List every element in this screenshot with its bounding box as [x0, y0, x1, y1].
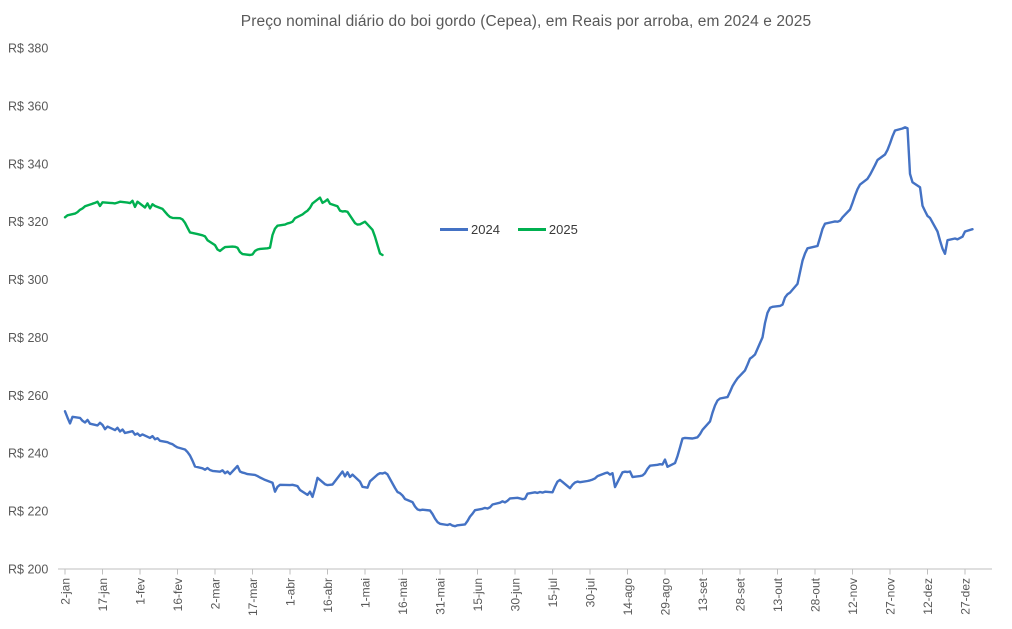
y-axis-tick-label: R$ 360 [8, 99, 48, 113]
series-line-2025 [63, 196, 384, 257]
x-axis-tick-label: 28-set [734, 577, 748, 611]
x-axis-tick-label: 2-jan [59, 578, 73, 605]
y-axis-tick-label: R$ 280 [8, 331, 48, 345]
y-axis-tick-label: R$ 300 [8, 273, 48, 287]
x-axis-tick-label: 27-nov [884, 578, 898, 615]
x-axis-tick-label: 1-mai [359, 578, 373, 608]
x-axis-tick-label: 1-abr [284, 578, 298, 606]
legend-item-2025: 2025 [517, 222, 578, 237]
legend: 2024 2025 [440, 222, 578, 237]
legend-swatch-2024 [440, 228, 468, 231]
legend-swatch-2025 [517, 228, 546, 231]
x-axis-tick-label: 2-mar [209, 578, 223, 609]
x-axis-tick-label: 12-dez [921, 578, 935, 615]
x-axis-tick-label: 30-jul [584, 578, 598, 607]
x-axis-tick-label: 16-mai [396, 578, 410, 615]
legend-label-2024: 2024 [471, 222, 500, 237]
x-axis-tick-label: 17-jan [96, 578, 110, 611]
x-axis-tick-label: 15-jun [471, 578, 485, 611]
x-axis-tick-label: 16-abr [321, 578, 335, 613]
legend-label-2025: 2025 [548, 222, 578, 237]
y-axis-tick-label: R$ 200 [8, 563, 48, 577]
x-axis-tick-label: 15-jul [546, 578, 560, 607]
y-axis-tick-label: R$ 260 [8, 389, 48, 403]
chart-title: Preço nominal diário do boi gordo (Cepea… [240, 13, 812, 30]
x-axis-tick-label: 13-set [696, 577, 710, 611]
x-axis-tick-label: 16-fev [171, 578, 185, 611]
x-axis-tick-label: 28-out [809, 577, 823, 612]
y-axis-tick-label: R$ 240 [8, 447, 48, 461]
x-axis-tick-label: 31-mai [434, 578, 448, 615]
legend-item-2024: 2024 [440, 222, 500, 237]
y-axis-tick-label: R$ 380 [8, 42, 48, 56]
x-axis-tick-label: 27-dez [959, 578, 973, 615]
y-axis-tick-label: R$ 220 [8, 505, 48, 519]
x-axis-tick-label: 1-fev [134, 578, 148, 605]
x-axis-tick-label: 30-jun [509, 578, 523, 611]
x-axis-tick-label: 13-out [771, 577, 785, 612]
x-axis-tick-label: 29-ago [659, 578, 673, 616]
y-axis-tick-label: R$ 340 [8, 157, 48, 171]
y-axis-tick-label: R$ 320 [8, 215, 48, 229]
x-axis-tick-label: 17-mar [246, 578, 260, 616]
x-axis-tick-label: 12-nov [846, 578, 860, 615]
series-line-2024 [63, 126, 974, 528]
x-axis-tick-label: 14-ago [621, 578, 635, 616]
